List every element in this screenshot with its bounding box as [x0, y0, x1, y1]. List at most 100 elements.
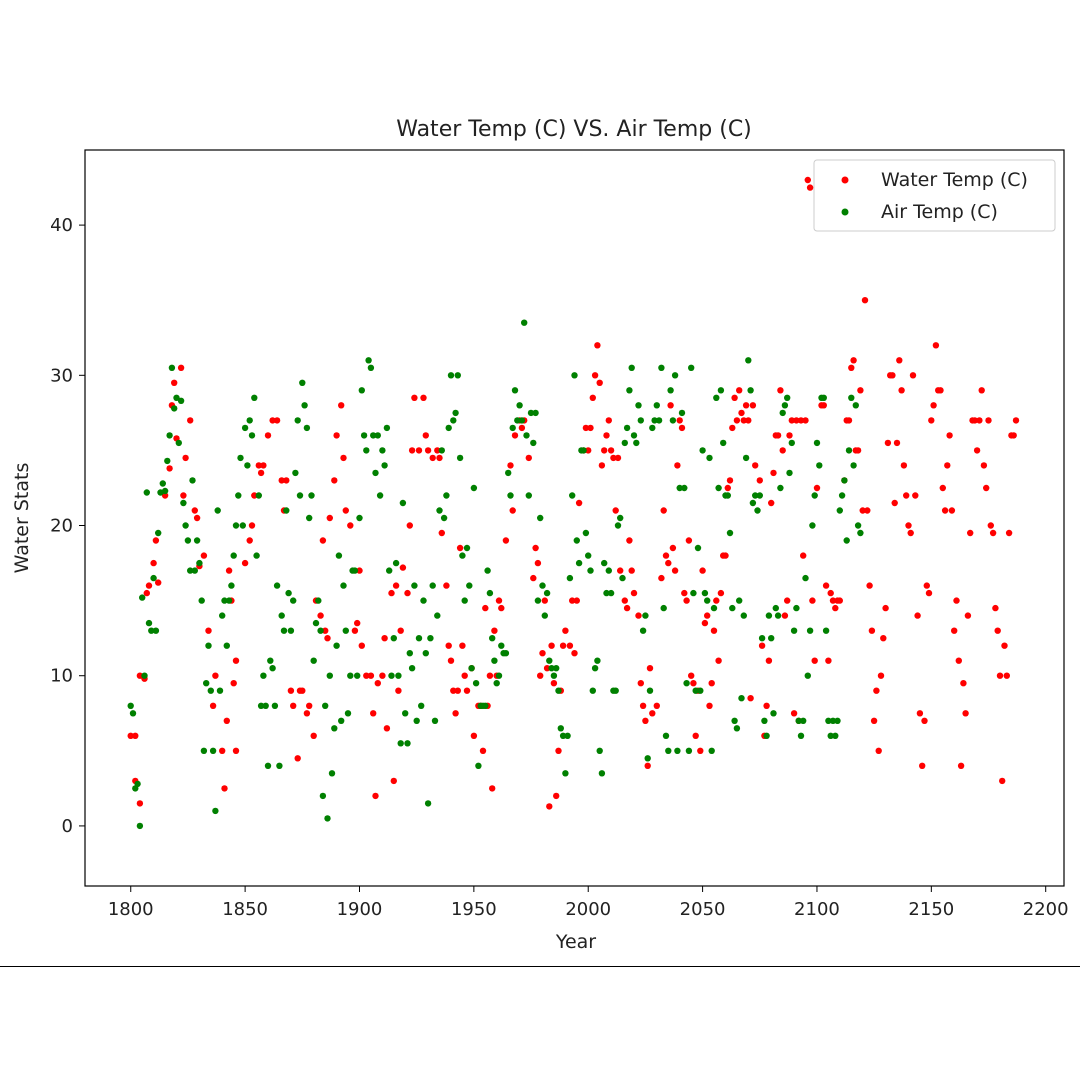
air-temp-point [596, 747, 603, 754]
water-temp-point [804, 176, 811, 184]
air-temp-point [392, 559, 400, 567]
air-temp-point [447, 372, 455, 379]
water-temp-point [594, 342, 601, 349]
water-temp-point [907, 529, 914, 537]
air-temp-point [269, 665, 276, 672]
water-temp-point [971, 417, 978, 424]
air-temp-point [685, 747, 693, 754]
water-temp-point [278, 477, 285, 484]
air-temp-point [848, 394, 855, 401]
air-temp-point [408, 665, 416, 672]
water-temp-point [946, 432, 953, 439]
water-temp-point [967, 529, 974, 537]
water-temp-point [555, 747, 562, 754]
water-temp-point [875, 747, 882, 754]
water-temp-point [241, 559, 249, 567]
air-temp-point [587, 567, 594, 574]
air-temp-point [678, 409, 686, 417]
air-temp-point [301, 402, 308, 409]
water-temp-point [180, 492, 187, 499]
air-temp-point [507, 492, 514, 499]
water-temp-point [781, 612, 789, 619]
water-temp-point [948, 507, 956, 514]
air-temp-point [662, 732, 670, 739]
air-temp-point [562, 770, 569, 777]
air-temp-point [358, 387, 365, 394]
water-temp-point [591, 372, 599, 379]
air-temp-point [495, 672, 503, 679]
air-temp-point [763, 732, 770, 739]
water-temp-point [171, 379, 178, 386]
air-temp-point [655, 417, 663, 424]
water-temp-point [541, 597, 548, 604]
water-temp-point [937, 387, 944, 394]
air-temp-point [742, 454, 750, 462]
water-temp-point [832, 604, 839, 612]
air-temp-point [404, 740, 411, 747]
air-temp-point [809, 522, 816, 529]
water-temp-point [548, 642, 555, 649]
air-temp-point [184, 537, 192, 544]
water-temp-point [962, 710, 969, 717]
water-temp-point [994, 627, 1001, 634]
water-temp-point [928, 417, 935, 424]
air-temp-point [230, 552, 237, 559]
water-temp-point [699, 567, 706, 574]
water-temp-point [802, 417, 809, 424]
air-temp-point [486, 589, 494, 597]
water-temp-point [836, 597, 843, 604]
water-temp-point [424, 447, 432, 454]
water-temp-point [518, 424, 526, 432]
air-temp-point [566, 574, 574, 582]
water-temp-point [422, 432, 429, 439]
water-temp-point [370, 710, 377, 717]
water-temp-point [225, 567, 233, 574]
water-temp-point [573, 597, 580, 604]
air-temp-point [424, 800, 432, 807]
air-temp-point [239, 522, 246, 529]
air-temp-point [422, 650, 429, 657]
water-temp-point [939, 484, 946, 492]
air-temp-point [397, 740, 404, 747]
air-temp-point [788, 439, 795, 447]
water-temp-point [127, 732, 134, 739]
water-temp-point [354, 619, 361, 627]
water-temp-point [470, 732, 478, 739]
air-temp-point [303, 424, 311, 432]
air-temp-point [367, 364, 375, 371]
air-temp-point [539, 582, 546, 589]
air-temp-point [688, 364, 695, 371]
air-temp-point [246, 417, 253, 424]
water-temp-point [246, 537, 253, 544]
air-temp-point [669, 417, 677, 424]
air-temp-point [550, 672, 558, 679]
air-temp-point [360, 432, 368, 439]
water-temp-point [955, 657, 962, 664]
air-temp-point [342, 627, 349, 634]
air-temp-point [166, 432, 173, 439]
water-temp-point [637, 680, 644, 687]
air-temp-point [386, 567, 393, 574]
water-temp-point [992, 604, 999, 612]
water-temp-point [713, 597, 720, 604]
water-temp-point [683, 597, 690, 604]
water-temp-point [610, 454, 617, 462]
water-temp-point [546, 803, 553, 810]
water-temp-point [136, 672, 144, 679]
air-temp-point [175, 439, 182, 447]
air-temp-point [665, 747, 672, 754]
water-temp-point [763, 702, 770, 709]
water-temp-point [331, 477, 338, 484]
water-temp-point [486, 672, 494, 679]
air-temp-point [854, 522, 862, 529]
air-temp-point [637, 417, 644, 424]
page-divider [0, 966, 1080, 967]
water-temp-point [532, 544, 539, 552]
water-temp-point [264, 432, 272, 439]
air-temp-point [171, 405, 178, 412]
air-temp-point [832, 732, 839, 739]
air-temp-point [765, 612, 773, 619]
y-axis-label: Water Stats [11, 463, 33, 574]
water-temp-point [132, 732, 139, 739]
